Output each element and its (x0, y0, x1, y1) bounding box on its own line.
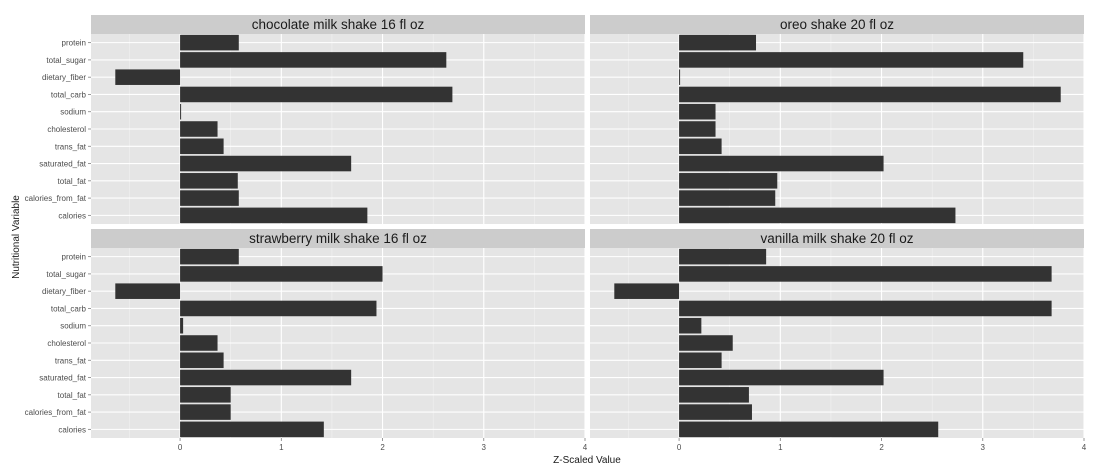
bar-cholesterol (180, 121, 218, 137)
y-axis-title: Nutritional Variable (11, 195, 22, 279)
bar-total_sugar (679, 266, 1052, 282)
bar-calories_from_fat (679, 404, 752, 420)
bar-cholesterol (679, 335, 733, 351)
bar-cholesterol (180, 335, 218, 351)
facet-title: chocolate milk shake 16 fl oz (252, 17, 425, 32)
bar-trans_fat (180, 352, 224, 369)
bar-trans_fat (679, 352, 722, 369)
y-tick-label: dietary_fiber (42, 287, 86, 296)
bar-calories (180, 207, 368, 224)
y-tick-label: total_fat (58, 177, 87, 186)
x-tick-label: 2 (879, 443, 884, 452)
y-tick-label: saturated_fat (39, 374, 86, 383)
bar-total_carb (180, 300, 377, 317)
bar-dietary_fiber (679, 69, 681, 85)
facet-panel: chocolate milk shake 16 fl oz protein tota… (25, 15, 586, 224)
bar-trans_fat (679, 138, 722, 155)
y-tick-label: calories (58, 211, 86, 220)
y-tick-label: total_carb (51, 304, 87, 313)
y-tick-label: sodium (60, 108, 86, 117)
x-axis-title: Z-Scaled Value (553, 455, 621, 466)
facet-title: vanilla milk shake 20 fl oz (760, 231, 913, 246)
x-tick-label: 0 (677, 443, 682, 452)
x-tick-label: 3 (482, 443, 487, 452)
facet-strip (91, 229, 585, 248)
bar-total_carb (679, 86, 1061, 103)
bar-total_fat (679, 387, 749, 403)
x-tick-label: 0 (178, 443, 183, 452)
y-tick-label: protein (62, 253, 86, 262)
bar-calories_from_fat (180, 190, 239, 206)
y-tick-label: calories_from_fat (25, 408, 87, 417)
bar-protein (679, 248, 767, 265)
facet-title: strawberry milk shake 16 fl oz (249, 231, 427, 246)
y-tick-label: trans_fat (55, 356, 87, 365)
facet-panel: vanilla milk shake 20 fl oz 0 1 2 3 4 (590, 229, 1087, 452)
y-tick-label: total_fat (58, 391, 87, 400)
bar-total_sugar (180, 266, 383, 282)
y-tick-label: protein (62, 39, 86, 48)
bar-total_fat (180, 387, 231, 403)
bar-cholesterol (679, 121, 716, 137)
bar-sodium (679, 103, 716, 120)
bar-trans_fat (180, 138, 224, 155)
bar-saturated_fat (180, 155, 352, 172)
bar-calories_from_fat (180, 404, 231, 420)
bar-calories (679, 421, 939, 438)
bar-dietary_fiber (115, 69, 181, 85)
bar-total_fat (180, 173, 238, 189)
bar-sodium (180, 317, 184, 334)
x-tick-label: 2 (380, 443, 385, 452)
y-tick-label: sodium (60, 322, 86, 331)
bar-calories_from_fat (679, 190, 776, 206)
bar-calories (679, 207, 956, 224)
bar-total_sugar (180, 52, 447, 68)
y-tick-label: total_sugar (46, 270, 86, 279)
bar-calories (180, 421, 324, 438)
facet-strip (91, 15, 585, 34)
bar-protein (180, 248, 239, 265)
y-tick-label: calories_from_fat (25, 194, 87, 203)
y-tick-label: total_sugar (46, 56, 86, 65)
y-tick-label: cholesterol (47, 125, 86, 134)
bar-total_carb (679, 300, 1052, 317)
x-tick-label: 1 (279, 443, 284, 452)
bar-saturated_fat (679, 369, 884, 386)
bar-sodium (679, 317, 702, 334)
facet-panel: oreo shake 20 fl oz (590, 15, 1085, 224)
facet-title: oreo shake 20 fl oz (780, 17, 894, 32)
x-tick-label: 4 (583, 443, 588, 452)
bar-saturated_fat (180, 369, 352, 386)
facet-panel: strawberry milk shake 16 fl oz protein tot… (25, 229, 588, 452)
y-tick-label: dietary_fiber (42, 73, 86, 82)
bar-protein (679, 34, 757, 51)
bar-total_fat (679, 173, 778, 189)
facet-strip (590, 229, 1084, 248)
bar-dietary_fiber (115, 283, 181, 299)
y-tick-label: saturated_fat (39, 160, 86, 169)
y-tick-label: trans_fat (55, 142, 87, 151)
bar-total_sugar (679, 52, 1024, 68)
bar-total_carb (180, 86, 453, 103)
y-tick-label: total_carb (51, 90, 87, 99)
bar-protein (180, 34, 239, 51)
bar-sodium (180, 103, 182, 120)
x-tick-label: 4 (1082, 443, 1087, 452)
facet-strip (590, 15, 1084, 34)
x-tick-label: 1 (778, 443, 783, 452)
y-tick-label: cholesterol (47, 339, 86, 348)
x-tick-label: 3 (981, 443, 986, 452)
y-tick-label: calories (58, 425, 86, 434)
bar-saturated_fat (679, 155, 884, 172)
bar-dietary_fiber (614, 283, 680, 299)
